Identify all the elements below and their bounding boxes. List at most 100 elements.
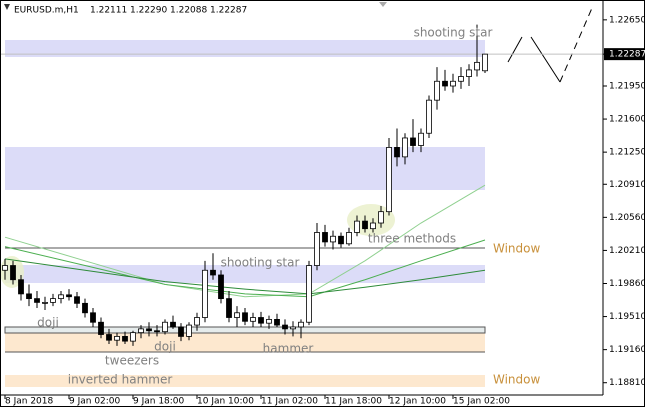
zone xyxy=(5,265,485,283)
y-tick-label: 1.19510 xyxy=(609,312,645,322)
candle-body xyxy=(114,336,120,341)
y-tick-label: 1.18810 xyxy=(609,378,645,388)
candle-body xyxy=(370,222,376,230)
candle-body xyxy=(186,324,192,337)
candle-body xyxy=(394,147,400,158)
candle-body xyxy=(426,99,432,134)
candle-body xyxy=(218,274,224,300)
candle-body xyxy=(298,321,304,328)
x-tick-label: 11 Jan 18:00 xyxy=(325,397,382,407)
annotation: shooting star xyxy=(414,26,493,40)
candle-body xyxy=(162,321,168,333)
price-label-bg xyxy=(604,48,645,61)
moving-average xyxy=(4,239,486,298)
candle-body xyxy=(314,232,320,266)
annotation: inverted hammer xyxy=(68,373,173,387)
candle-body xyxy=(122,336,128,342)
candle-body xyxy=(386,147,392,213)
symbol: EURUSD.m,H1 xyxy=(14,6,79,16)
header-icon xyxy=(4,4,10,10)
candle-body xyxy=(474,61,480,71)
x-tick-label: 8 Jan 2018 xyxy=(5,397,53,407)
candle-body xyxy=(450,80,456,87)
candle-body xyxy=(106,334,112,341)
quote-value: 1.22287 xyxy=(210,6,247,16)
candle-body xyxy=(194,317,200,326)
candle-body xyxy=(362,220,368,230)
annotation: hammer xyxy=(263,342,314,356)
candle-body xyxy=(66,294,72,298)
candle-body xyxy=(290,326,296,330)
x-tick-label: 15 Jan 02:00 xyxy=(453,397,510,407)
annotation: shooting star xyxy=(221,256,300,270)
annotation: doji xyxy=(154,340,176,354)
candle-body xyxy=(258,317,264,324)
y-tick-label: 1.22287 xyxy=(609,50,645,60)
candle-body xyxy=(98,321,104,335)
zone xyxy=(5,40,485,57)
annotation: Window xyxy=(493,242,541,256)
zone xyxy=(4,326,486,334)
candle-body xyxy=(210,269,216,276)
candle-body xyxy=(282,324,288,330)
plot xyxy=(0,24,603,346)
candle-body xyxy=(178,326,184,337)
candle-body xyxy=(18,279,24,295)
candle-body xyxy=(74,296,80,304)
candle-body xyxy=(338,235,344,245)
y-tick-label: 1.21600 xyxy=(609,115,645,125)
zone xyxy=(5,333,485,352)
zone xyxy=(5,375,485,387)
quote-value: 1.22088 xyxy=(170,6,207,16)
y-tick-label: 1.20210 xyxy=(609,246,645,256)
zone xyxy=(5,147,485,190)
x-tick-label: 11 Jan 02:00 xyxy=(261,397,318,407)
candle-body xyxy=(34,298,40,303)
candle-body xyxy=(130,332,136,342)
candle-body xyxy=(146,328,152,332)
candle-body xyxy=(458,76,464,82)
quote-value: 1.22290 xyxy=(130,6,167,16)
candle-body xyxy=(266,319,272,324)
annotation: Window xyxy=(493,373,541,387)
candle-body xyxy=(50,298,56,303)
candle-body xyxy=(418,132,424,146)
x-tick-label: 9 Jan 18:00 xyxy=(133,397,185,407)
quote-value: 1.22111 xyxy=(90,6,127,16)
candle-body xyxy=(402,137,408,158)
candle-body xyxy=(442,80,448,87)
candle-body xyxy=(346,232,352,245)
candle-body xyxy=(234,312,240,318)
annotation: doji xyxy=(37,316,59,330)
candle-body xyxy=(250,317,256,322)
candle-body xyxy=(482,53,488,72)
candle-body xyxy=(58,294,64,300)
candle-body xyxy=(322,232,328,243)
candle-body xyxy=(10,265,16,281)
y-tick-label: 1.21250 xyxy=(609,148,645,158)
y-tick-label: 1.22650 xyxy=(609,15,645,25)
candle-body xyxy=(42,301,48,304)
candle-body xyxy=(354,220,360,233)
x-tick-label: 10 Jan 10:00 xyxy=(197,397,254,407)
candle-body xyxy=(90,312,96,323)
candle-body xyxy=(306,265,312,323)
candle-body xyxy=(466,69,472,77)
candle-body xyxy=(202,269,208,318)
candle-body xyxy=(2,265,8,271)
annotation: three methods xyxy=(368,232,456,246)
candle-body xyxy=(82,302,88,314)
candle-body xyxy=(242,312,248,322)
y-tick-label: 1.21950 xyxy=(609,81,645,91)
moving-average xyxy=(4,258,486,295)
candle-body xyxy=(138,328,144,334)
x-tick-label: 9 Jan 02:00 xyxy=(69,397,121,407)
candle-body xyxy=(330,235,336,243)
shift-marker xyxy=(379,2,387,7)
candle-body xyxy=(26,293,32,300)
candle-body xyxy=(378,211,384,224)
y-tick-label: 1.20910 xyxy=(609,180,645,190)
y-tick-label: 1.19160 xyxy=(609,345,645,355)
